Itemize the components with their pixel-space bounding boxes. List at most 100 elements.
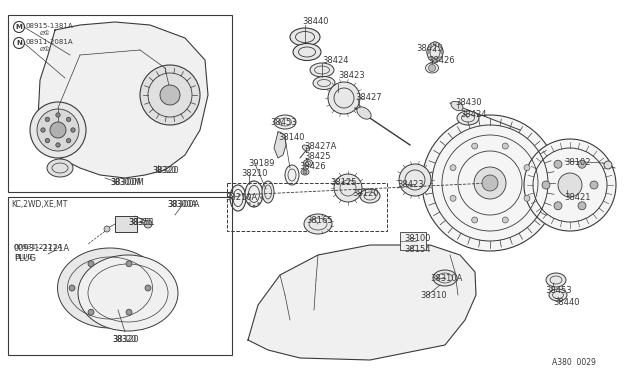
Circle shape [399,164,431,196]
Circle shape [50,122,66,138]
Text: 38300A: 38300A [167,200,200,209]
Circle shape [67,117,71,122]
Circle shape [104,226,110,232]
Circle shape [45,117,49,122]
Circle shape [248,203,250,205]
Circle shape [542,181,550,189]
Circle shape [440,51,444,54]
Ellipse shape [301,169,309,175]
Text: 38165: 38165 [306,216,333,225]
Ellipse shape [230,185,246,211]
Circle shape [474,167,506,199]
Text: 38351: 38351 [128,218,152,227]
Ellipse shape [426,63,438,73]
Text: 38427A: 38427A [304,142,337,151]
Text: 38310: 38310 [420,291,447,300]
Text: 38426: 38426 [428,56,454,65]
Text: 00931-2121A: 00931-2121A [14,244,70,253]
Polygon shape [38,22,208,178]
Circle shape [578,160,586,168]
Ellipse shape [360,189,380,203]
Circle shape [578,202,586,210]
Ellipse shape [293,44,321,61]
Circle shape [482,175,498,191]
Circle shape [590,181,598,189]
Circle shape [433,42,436,45]
Bar [115,216,137,232]
Text: 38440: 38440 [302,17,328,26]
Text: 38421: 38421 [564,193,591,202]
Text: 38425: 38425 [416,44,442,53]
Text: 38210A: 38210A [225,193,257,202]
Text: 38120: 38120 [352,189,378,198]
Text: 38310A: 38310A [430,274,462,283]
Text: 38300A: 38300A [167,200,196,209]
Ellipse shape [304,214,332,234]
Polygon shape [274,132,286,158]
Text: 38154: 38154 [404,245,431,254]
Circle shape [245,196,247,199]
Circle shape [328,82,360,114]
Text: 38424: 38424 [460,110,486,119]
Text: 00931-2121A: 00931-2121A [14,244,63,250]
Circle shape [422,115,558,251]
Ellipse shape [262,181,274,203]
Text: 38424: 38424 [322,56,349,65]
Circle shape [69,285,75,291]
Circle shape [253,205,255,207]
Text: 38453: 38453 [270,118,296,127]
Ellipse shape [451,101,463,110]
Circle shape [502,143,508,149]
Text: 38100: 38100 [404,234,431,243]
Text: 38425: 38425 [304,152,330,161]
Circle shape [524,195,530,201]
Text: 38430: 38430 [455,98,482,107]
Circle shape [450,195,456,201]
Ellipse shape [274,115,296,129]
Circle shape [56,143,60,147]
Text: M: M [15,24,22,30]
Circle shape [45,138,49,143]
Bar [227,183,387,231]
Circle shape [260,196,262,199]
Text: 38427: 38427 [355,93,381,102]
Ellipse shape [457,111,479,125]
Ellipse shape [310,63,334,77]
Text: 38140: 38140 [278,133,305,142]
Text: Ø①: Ø① [40,31,51,36]
Circle shape [438,57,442,60]
Circle shape [258,203,260,205]
Circle shape [472,143,477,149]
Circle shape [558,173,582,197]
Circle shape [554,202,562,210]
Circle shape [429,57,431,60]
Text: 38426: 38426 [299,162,326,171]
Text: 39189: 39189 [248,159,275,168]
Circle shape [604,161,612,169]
Text: 38300M: 38300M [110,178,144,187]
Circle shape [37,109,79,151]
Circle shape [429,44,431,47]
Circle shape [502,217,508,223]
Ellipse shape [285,165,299,185]
Circle shape [303,170,307,174]
Circle shape [426,51,429,54]
Text: N: N [16,40,22,46]
Circle shape [88,261,94,267]
Ellipse shape [303,160,312,167]
Ellipse shape [58,248,163,328]
Text: 38300M: 38300M [110,178,141,187]
Ellipse shape [549,289,567,301]
Text: 38125: 38125 [330,178,356,187]
Circle shape [30,102,86,158]
Text: 08911-2081A: 08911-2081A [25,39,72,45]
Ellipse shape [433,270,457,286]
Circle shape [41,128,45,132]
Circle shape [126,309,132,315]
Circle shape [450,165,456,171]
Text: 38320: 38320 [112,335,139,344]
Text: 38210: 38210 [241,169,268,178]
Circle shape [524,139,616,231]
Text: 38423: 38423 [338,71,365,80]
Bar [8,197,232,355]
